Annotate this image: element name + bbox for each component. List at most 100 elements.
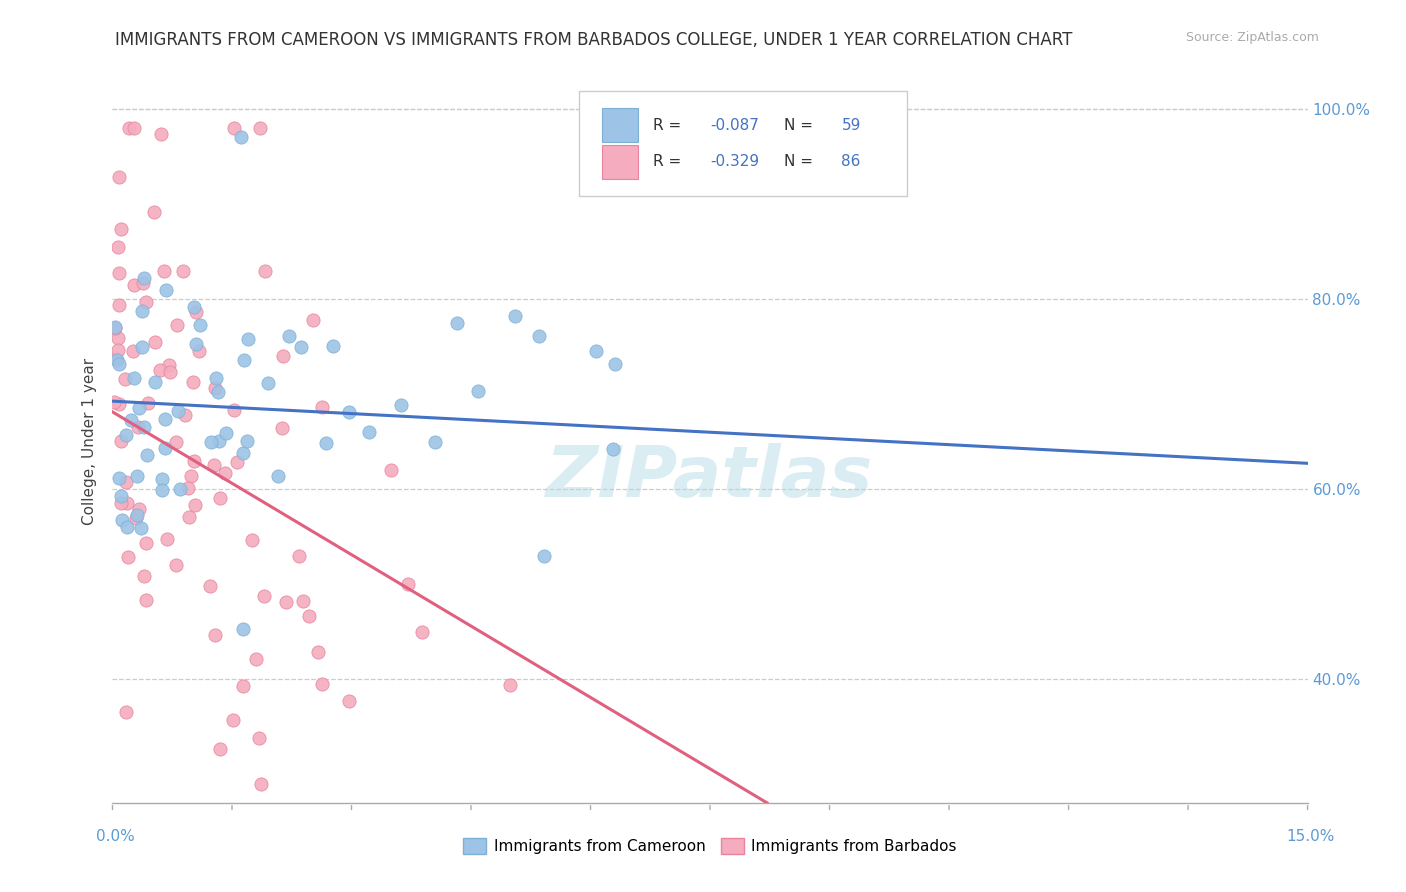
Point	[132, 276, 155, 290]
Point	[238, 332, 260, 346]
Point	[134, 568, 156, 582]
Point	[290, 339, 312, 353]
Point	[110, 222, 132, 236]
Point	[104, 319, 127, 334]
Point	[180, 468, 202, 483]
Point	[135, 592, 157, 607]
Point	[125, 508, 148, 522]
Point	[135, 535, 157, 549]
Text: -0.329: -0.329	[710, 154, 759, 169]
Point	[276, 595, 298, 609]
Point	[267, 468, 290, 483]
Point	[108, 297, 131, 311]
Point	[307, 645, 329, 659]
Point	[153, 442, 176, 456]
Point	[232, 622, 254, 636]
Point	[145, 375, 167, 389]
Point	[207, 384, 229, 399]
Point	[602, 442, 624, 456]
Point	[225, 455, 247, 469]
Point	[135, 295, 157, 310]
Text: Source: ZipAtlas.com: Source: ZipAtlas.com	[1185, 31, 1319, 45]
Point	[250, 777, 273, 791]
Point	[188, 344, 211, 359]
Point	[122, 370, 145, 384]
Point	[120, 413, 142, 427]
Point	[181, 375, 204, 389]
Point	[131, 340, 153, 354]
Point	[128, 501, 150, 516]
Point	[183, 300, 205, 314]
Point	[499, 678, 522, 692]
Text: IMMIGRANTS FROM CAMEROON VS IMMIGRANTS FROM BARBADOS COLLEGE, UNDER 1 YEAR CORRE: IMMIGRANTS FROM CAMEROON VS IMMIGRANTS F…	[115, 31, 1073, 49]
Point	[222, 120, 245, 135]
FancyBboxPatch shape	[603, 145, 638, 179]
Text: ZIPatlas: ZIPatlas	[547, 443, 873, 512]
Point	[165, 558, 187, 572]
Point	[411, 625, 433, 640]
FancyBboxPatch shape	[603, 108, 638, 143]
Point	[357, 425, 380, 439]
Point	[233, 352, 256, 367]
Point	[156, 532, 179, 546]
Point	[173, 409, 195, 423]
Point	[184, 498, 207, 512]
Point	[118, 120, 141, 135]
Point	[153, 411, 176, 425]
FancyBboxPatch shape	[579, 91, 907, 196]
Y-axis label: College, Under 1 year: College, Under 1 year	[82, 358, 97, 525]
Point	[222, 713, 245, 727]
Point	[339, 693, 361, 707]
Point	[117, 495, 139, 509]
Point	[184, 305, 207, 319]
Point	[446, 316, 468, 330]
Point	[107, 240, 129, 254]
Point	[136, 396, 159, 410]
Point	[108, 357, 131, 371]
Point	[143, 205, 166, 219]
Point	[125, 468, 148, 483]
Point	[114, 372, 136, 386]
Point	[232, 679, 254, 693]
Text: R =: R =	[652, 154, 686, 169]
Point	[149, 363, 172, 377]
Text: 0.0%: 0.0%	[96, 830, 135, 844]
Point	[208, 434, 231, 448]
Point	[389, 398, 412, 412]
Point	[315, 436, 337, 450]
Point	[114, 427, 136, 442]
Point	[231, 130, 253, 145]
Point	[205, 371, 228, 385]
Point	[134, 271, 156, 285]
Point	[527, 329, 550, 343]
Legend: Immigrants from Cameroon, Immigrants from Barbados: Immigrants from Cameroon, Immigrants fro…	[457, 832, 963, 860]
Point	[165, 434, 187, 449]
Point	[107, 331, 129, 345]
Point	[132, 420, 155, 434]
Point	[198, 579, 221, 593]
Text: R =: R =	[652, 118, 686, 133]
Point	[127, 419, 149, 434]
Point	[204, 381, 226, 395]
Point	[257, 376, 280, 390]
Point	[177, 481, 200, 495]
Point	[204, 628, 226, 642]
Point	[131, 304, 153, 318]
Point	[103, 395, 125, 409]
Point	[107, 343, 129, 357]
Point	[150, 472, 173, 486]
Point	[107, 352, 129, 367]
Text: -0.087: -0.087	[710, 118, 759, 133]
Point	[115, 475, 138, 490]
Point	[322, 339, 344, 353]
Point	[159, 365, 181, 379]
Point	[200, 434, 222, 449]
Point	[169, 482, 191, 496]
Point	[425, 435, 447, 450]
Point	[111, 513, 134, 527]
Point	[157, 358, 180, 372]
Text: 59: 59	[842, 118, 860, 133]
Point	[105, 352, 128, 367]
Point	[188, 318, 211, 332]
Point	[380, 463, 402, 477]
